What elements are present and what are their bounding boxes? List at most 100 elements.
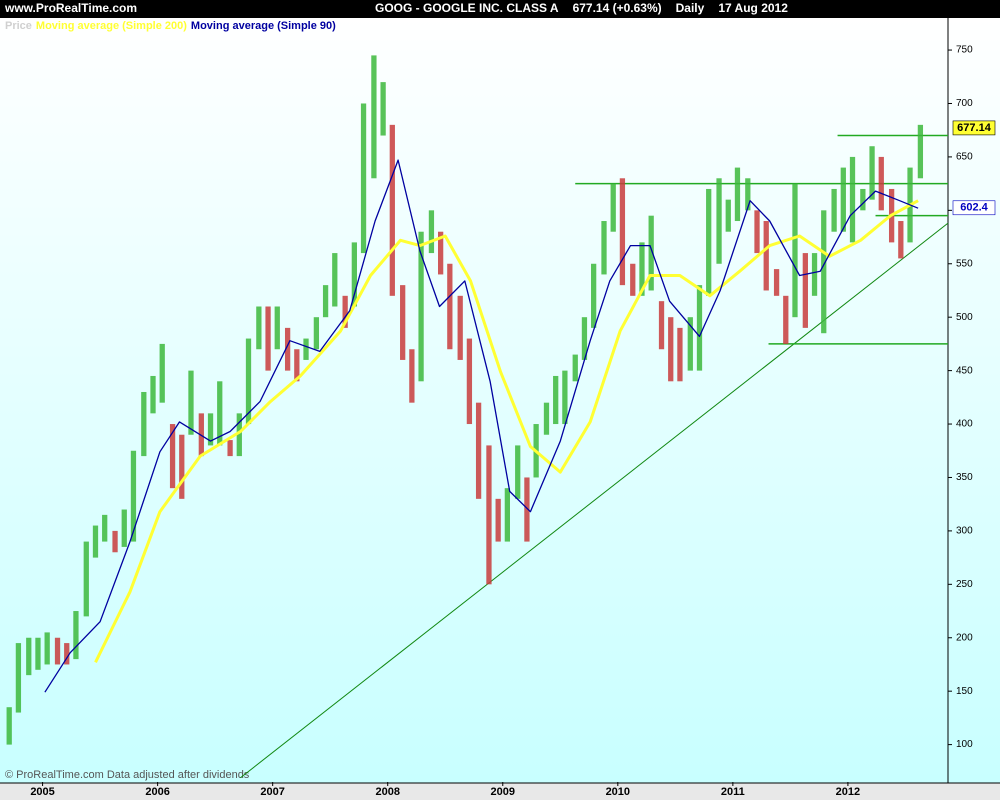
- price-bar: [83, 541, 89, 617]
- y-tick-label: 300: [956, 526, 973, 537]
- y-tick-label: 350: [956, 472, 973, 483]
- price-bar: [322, 285, 329, 318]
- price-bar: [437, 231, 444, 275]
- price-bar: [562, 370, 568, 425]
- price-bar: [207, 413, 214, 446]
- plot-area: [6, 55, 949, 779]
- price-bar: [706, 188, 712, 296]
- price-bar: [15, 643, 22, 713]
- price-bar: [141, 391, 147, 457]
- price-bar: [332, 253, 338, 307]
- price-bar: [619, 178, 626, 286]
- price-bar: [869, 146, 875, 200]
- price-bar: [572, 354, 578, 382]
- y-tick-label: 150: [956, 686, 973, 697]
- price-bar: [745, 178, 751, 211]
- price-bar: [169, 424, 176, 489]
- price-bar: [849, 156, 856, 243]
- price-bar: [581, 317, 588, 360]
- price-bar: [591, 263, 597, 328]
- header-bar: [0, 0, 1000, 18]
- y-tick-label: 100: [956, 739, 973, 750]
- price-bar: [380, 82, 386, 136]
- date: 17 Aug 2012: [718, 1, 788, 15]
- trend-line: [240, 222, 949, 779]
- price-bar: [802, 253, 808, 328]
- price-bar: [159, 343, 165, 403]
- x-tick-label: 2005: [30, 786, 54, 798]
- footer-note: © ProRealTime.com Data adjusted after di…: [5, 769, 250, 781]
- y-tick-label: 700: [956, 98, 973, 109]
- price-bar: [428, 210, 435, 254]
- x-tick-label: 2008: [375, 786, 399, 798]
- price-bar: [687, 317, 693, 371]
- y-tick-label: 750: [956, 45, 973, 56]
- price-bar: [188, 370, 194, 435]
- price-bar: [313, 317, 320, 350]
- x-tick-label: 2011: [721, 786, 745, 798]
- price-bar: [648, 215, 654, 291]
- plot-background: [0, 18, 948, 783]
- price-bar: [44, 632, 50, 665]
- price-bar: [389, 124, 395, 296]
- price-bar: [773, 269, 780, 296]
- x-tick-label: 2007: [260, 786, 284, 798]
- price-bar: [179, 434, 185, 499]
- price-bar: [265, 306, 271, 371]
- price-bar: [112, 530, 118, 553]
- price-bar: [610, 183, 616, 232]
- y-tick-label: 450: [956, 365, 973, 376]
- price-bar: [236, 413, 242, 457]
- y-tick-label: 550: [956, 258, 973, 269]
- chart-title: GOOG - GOOGLE INC. CLASS A: [375, 1, 559, 15]
- price-bar: [26, 637, 32, 676]
- price-bar: [294, 349, 300, 382]
- price-bar: [92, 525, 99, 558]
- price-bar: [418, 231, 424, 382]
- price-bar: [6, 707, 12, 745]
- price-bar: [515, 445, 521, 499]
- price-bar: [553, 375, 559, 425]
- price-bar: [245, 338, 252, 425]
- price-bar: [734, 167, 741, 222]
- y-tick-label: 250: [956, 579, 973, 590]
- legend-entry: Price: [5, 20, 32, 32]
- price-bar: [601, 221, 607, 275]
- x-tick-label: 2012: [836, 786, 860, 798]
- site-name: www.ProRealTime.com: [4, 1, 137, 15]
- price-bar: [821, 210, 827, 334]
- y-tick-label: 500: [956, 312, 973, 323]
- price-bar: [524, 477, 530, 542]
- price-bar: [840, 167, 846, 232]
- price-bar: [303, 338, 309, 360]
- ma-line: [44, 159, 919, 693]
- price-bar: [475, 402, 482, 499]
- price-bar: [763, 221, 769, 291]
- price-bar: [447, 263, 453, 350]
- price-bar: [227, 440, 233, 457]
- ma-line: [94, 199, 919, 663]
- interval: Daily: [676, 1, 705, 15]
- price-bar: [371, 55, 377, 179]
- price-bar: [725, 199, 731, 232]
- price-bar: [630, 263, 636, 296]
- price-bar: [543, 402, 550, 435]
- y-tick-label: 650: [956, 152, 973, 163]
- price-bar: [400, 285, 406, 360]
- price-bar: [504, 488, 511, 542]
- last-value-box: [952, 120, 996, 136]
- price-bar: [130, 450, 137, 542]
- price-bar: [639, 242, 645, 296]
- price-bar: [73, 611, 79, 660]
- price-bar: [696, 285, 703, 371]
- price-bar: [668, 317, 674, 382]
- y-tick-label: 400: [956, 419, 973, 430]
- legend-entry: Moving average (Simple 90): [191, 20, 336, 32]
- price-bar: [792, 183, 798, 318]
- price-bar: [811, 253, 818, 296]
- price-bar: [677, 327, 683, 382]
- price-bar: [716, 178, 722, 264]
- last-value-box: [952, 200, 996, 216]
- last-value-label: 677.14: [957, 122, 992, 134]
- price-bar: [754, 210, 760, 254]
